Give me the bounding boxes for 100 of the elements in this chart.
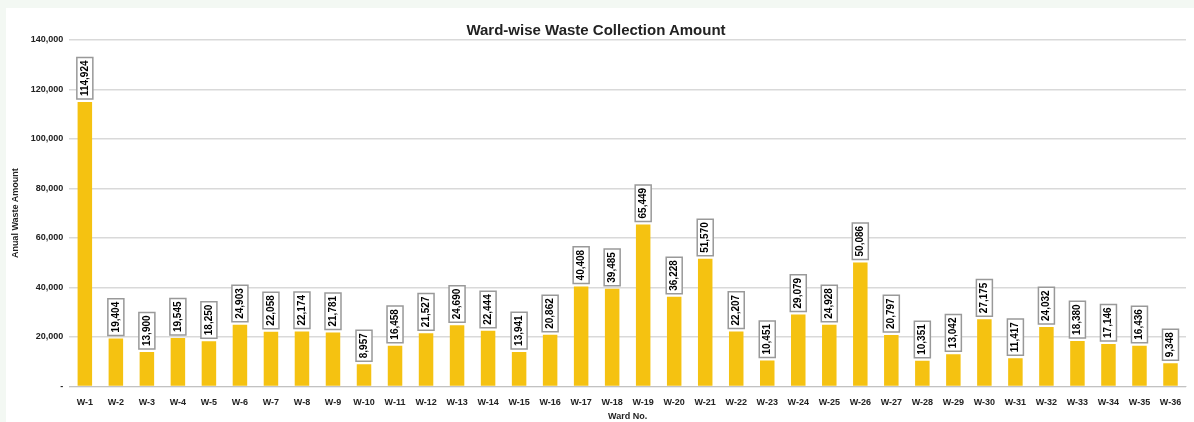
x-tick-label: W-31 [1004, 397, 1027, 408]
y-axis-title: Anual Waste Amount [9, 168, 20, 259]
x-tick-label: W-17 [570, 397, 592, 408]
bar [977, 319, 992, 386]
data-label: 10,451 [761, 323, 772, 355]
x-tick-label: W-10 [353, 397, 375, 408]
data-label: 24,928 [823, 287, 835, 319]
x-tick-label: W-16 [539, 397, 561, 408]
bar [666, 296, 682, 386]
x-tick-label: W-11 [384, 397, 406, 408]
data-label: 27,175 [978, 282, 990, 314]
x-tick-label: W-4 [169, 397, 187, 408]
bar [263, 331, 279, 386]
x-tick-label: W-23 [756, 397, 778, 408]
data-label: 13,941 [512, 314, 524, 346]
x-tick-label: W-30 [973, 397, 996, 408]
bar [170, 338, 186, 386]
x-tick-label: W-15 [508, 397, 530, 408]
data-label: 20,862 [543, 297, 555, 329]
bar [1132, 345, 1147, 386]
y-tick-label: 100,000 [30, 133, 64, 144]
data-label: 19,404 [109, 301, 121, 333]
y-tick-label: 40,000 [35, 281, 64, 292]
bar [697, 258, 713, 386]
data-label: 22,207 [729, 294, 741, 326]
data-label: 65,449 [636, 187, 648, 219]
data-label: 39,485 [605, 251, 617, 283]
x-tick-label: W-7 [262, 397, 280, 408]
x-tick-label: W-12 [415, 397, 437, 408]
y-tick-label: 140,000 [30, 34, 64, 45]
bar [728, 331, 744, 386]
bar [387, 345, 403, 386]
x-tick-label: W-3 [138, 397, 156, 408]
bar [77, 102, 93, 386]
x-tick-label: W-19 [632, 397, 654, 408]
x-tick-label: W-1 [76, 397, 94, 408]
bar [139, 352, 155, 386]
x-tick-label: W-5 [200, 397, 218, 408]
data-label: 10,351 [916, 323, 928, 355]
bar [201, 341, 217, 386]
bar [604, 288, 620, 386]
x-tick-label: W-25 [818, 397, 840, 408]
data-label: 11,417 [1009, 321, 1021, 353]
x-tick-label: W-36 [1159, 397, 1182, 408]
bar [760, 360, 775, 386]
data-label: 16,458 [388, 308, 400, 340]
data-label: 51,570 [698, 221, 710, 253]
bar [449, 325, 465, 386]
x-tick-label: W-2 [107, 397, 125, 408]
x-tick-label: W-22 [725, 397, 747, 408]
bar [325, 332, 341, 386]
x-tick-label: W-8 [293, 397, 311, 408]
x-tick-label: W-28 [911, 397, 934, 408]
x-tick-label: W-20 [663, 397, 685, 408]
data-label: 36,228 [667, 259, 679, 291]
data-label: 50,086 [854, 225, 866, 257]
data-label: 20,797 [885, 297, 897, 329]
x-tick-label: W-34 [1097, 397, 1120, 408]
data-label: 24,690 [450, 288, 462, 320]
bar [418, 333, 434, 386]
data-label: 9,348 [1164, 331, 1176, 358]
x-tick-label: W-18 [601, 397, 623, 408]
chart-title: Ward-wise Waste Collection Amount [466, 21, 726, 39]
data-label: 18,380 [1071, 303, 1083, 335]
bar [946, 354, 961, 386]
data-label: 24,032 [1040, 289, 1052, 321]
x-tick-label: W-6 [231, 397, 249, 408]
bar [542, 334, 558, 386]
data-label: 29,079 [792, 277, 804, 309]
data-label: 40,408 [574, 249, 586, 281]
y-tick-label: 20,000 [35, 331, 64, 342]
data-label: 18,250 [202, 304, 214, 336]
y-tick-label: 120,000 [30, 83, 64, 94]
data-label: 21,527 [419, 296, 431, 328]
bar [511, 351, 527, 386]
bar [108, 338, 124, 386]
x-tick-label: W-21 [694, 397, 716, 408]
x-tick-label: W-32 [1035, 397, 1058, 408]
data-label: 22,174 [295, 294, 307, 326]
data-label: 13,900 [140, 314, 152, 347]
y-tick-label: - [60, 380, 64, 391]
x-tick-label: W-33 [1066, 397, 1089, 408]
bar [791, 314, 806, 386]
x-tick-label: W-9 [324, 397, 342, 408]
bar [915, 360, 930, 386]
data-label: 8,957 [357, 332, 369, 359]
bar [1101, 343, 1116, 386]
bar [822, 324, 837, 386]
data-label: 17,146 [1102, 306, 1114, 338]
data-label: 22,444 [481, 293, 493, 325]
x-tick-label: W-13 [446, 397, 468, 408]
bar [232, 324, 248, 386]
x-tick-label: W-27 [880, 397, 902, 408]
data-label: 19,545 [171, 301, 183, 333]
x-tick-label: W-24 [787, 397, 809, 408]
x-axis-title: Ward No. [608, 411, 648, 422]
bar [1163, 363, 1178, 386]
data-label: 13,042 [947, 317, 959, 349]
bar [1008, 358, 1023, 386]
y-tick-label: 80,000 [35, 182, 64, 193]
